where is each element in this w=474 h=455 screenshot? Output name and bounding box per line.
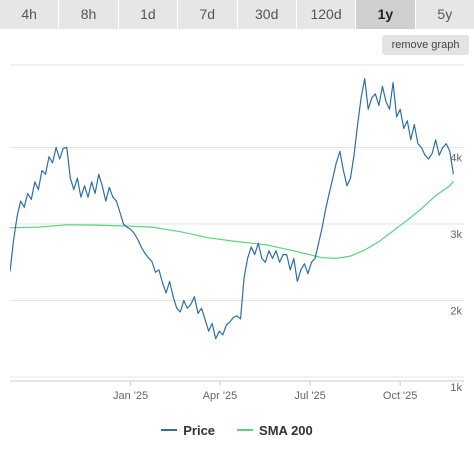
sma200-series-line <box>10 180 454 259</box>
legend-item-price[interactable]: Price <box>161 423 215 438</box>
tab-8h[interactable]: 8h <box>59 0 118 29</box>
x-tick-label: Jul '25 <box>294 390 325 402</box>
legend-label-sma: SMA 200 <box>259 422 313 438</box>
tab-1y[interactable]: 1y <box>356 0 415 29</box>
legend-label-price: Price <box>183 422 216 438</box>
x-tick-label: Oct '25 <box>383 390 418 402</box>
legend-swatch-price <box>161 429 178 431</box>
x-tick-label: Apr '25 <box>203 390 238 402</box>
price-chart: 1k 2k 3k 4k Jan '25 Apr '25 Jul '25 Oct '25 <box>10 64 464 402</box>
chart-legend: Price SMA 200 <box>0 420 474 440</box>
plot-area <box>10 65 464 380</box>
y-tick-label: 3k <box>450 229 462 241</box>
x-tick-label: Jan '25 <box>113 390 148 402</box>
tab-7d[interactable]: 7d <box>178 0 237 29</box>
y-tick-label: 4k <box>450 153 462 165</box>
y-tick-label: 1k <box>450 382 462 394</box>
legend-item-sma[interactable]: SMA 200 <box>237 423 313 438</box>
tab-120d[interactable]: 120d <box>296 0 356 29</box>
tab-1d[interactable]: 1d <box>118 0 178 29</box>
tab-30d[interactable]: 30d <box>237 0 296 29</box>
time-range-tabs: 4h 8h 1d 7d 30d 120d 1y 5y <box>0 0 474 30</box>
tab-5y[interactable]: 5y <box>415 0 474 29</box>
remove-graph-button[interactable]: remove graph <box>382 35 469 55</box>
price-series-line <box>10 78 454 340</box>
tab-4h[interactable]: 4h <box>0 0 59 29</box>
y-tick-label: 2k <box>450 306 462 318</box>
legend-swatch-sma <box>237 429 254 431</box>
